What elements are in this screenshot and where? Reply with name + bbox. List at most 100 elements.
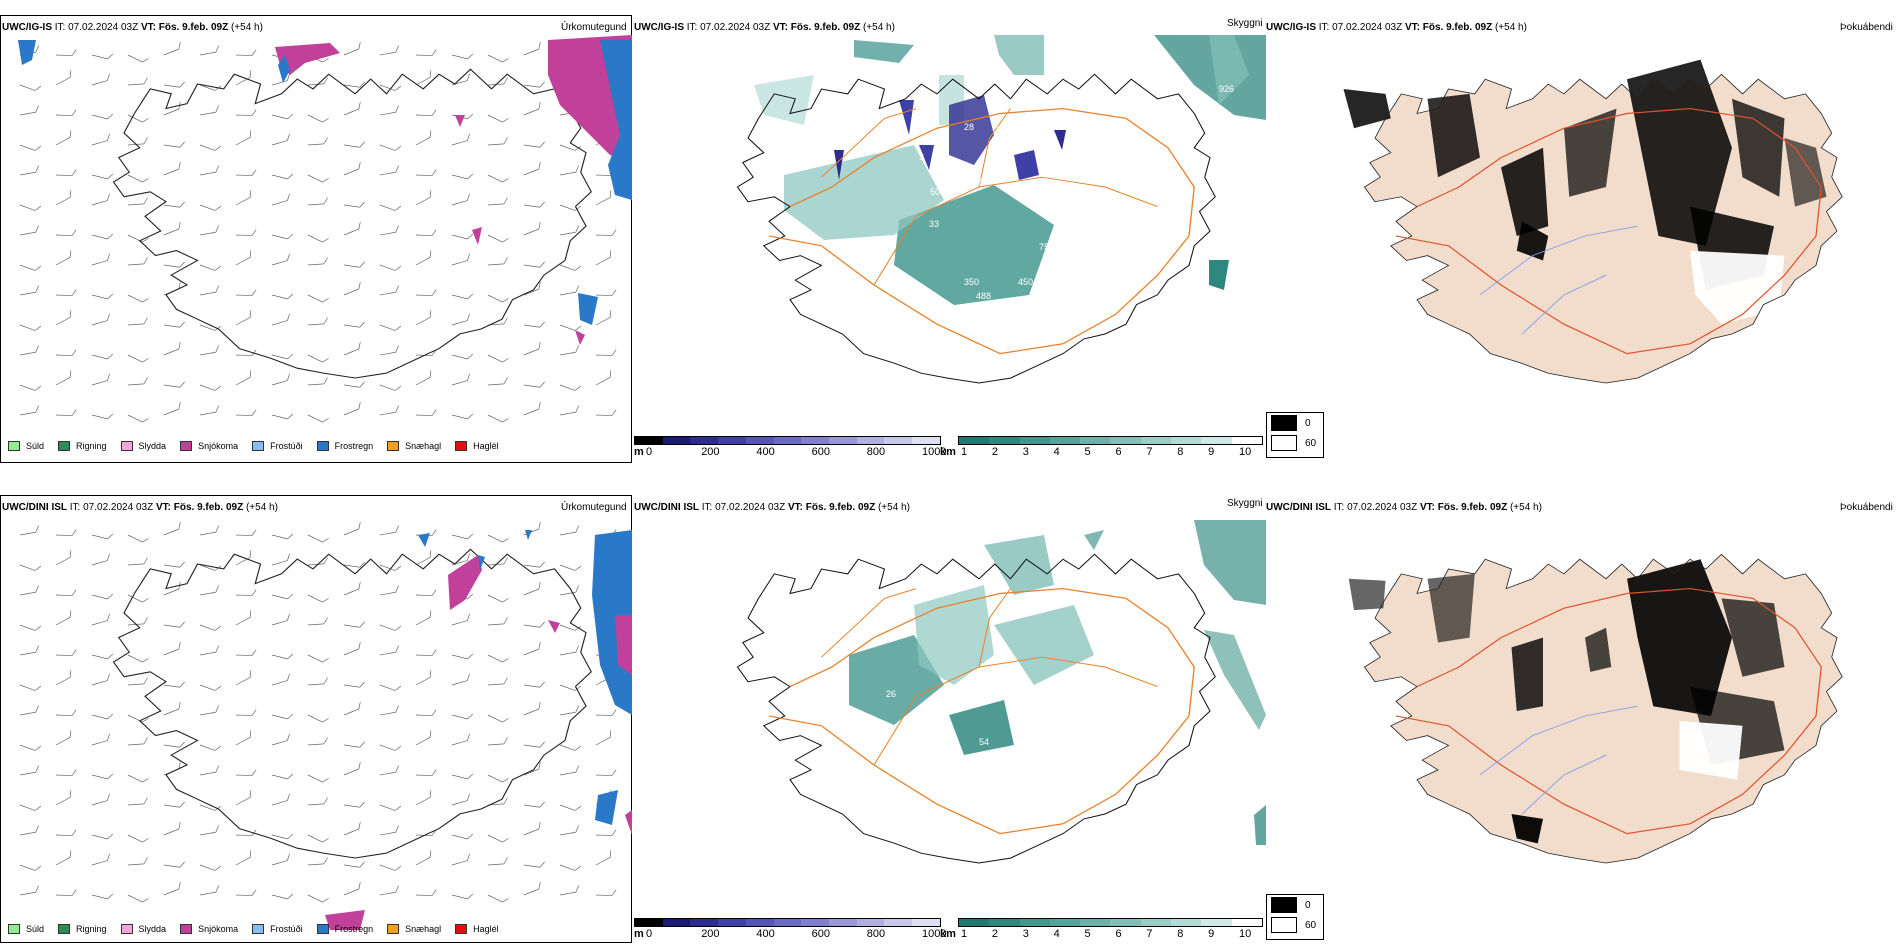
wind-barb [91, 773, 114, 780]
colorbar-cell [718, 437, 746, 444]
colorbar-tick: 3 [1022, 928, 1029, 940]
wind-barb [559, 885, 579, 896]
panel-title: Þokuábendi [1840, 22, 1893, 33]
wind-barb [55, 589, 77, 596]
wind-barb [343, 681, 365, 688]
wind-barb [163, 401, 181, 416]
wind-barb [91, 173, 114, 180]
road [821, 108, 917, 178]
wind-barb [343, 621, 365, 628]
fog-rivers-roads [1395, 588, 1822, 835]
wind-barb [595, 190, 612, 206]
road [1395, 108, 1822, 355]
wind-barb [343, 701, 361, 716]
wind-barb [559, 645, 579, 656]
panel-title: Skyggni [1227, 18, 1263, 29]
precip-type-legend: Súld Rigning Slydda Snjókoma Frostúði Frostre… [0, 918, 630, 940]
wind-barb [55, 229, 77, 236]
wind-barb [559, 564, 582, 571]
wind-barb [487, 654, 509, 663]
wind-barb [271, 313, 290, 326]
colorbar-cell [718, 919, 746, 926]
valid-time: VT: Fös. 9.feb. 09Z [1419, 502, 1508, 513]
road [768, 107, 1195, 355]
wind-barb [163, 681, 185, 688]
wind-barb [127, 774, 149, 783]
wind-barb [559, 525, 579, 536]
wind-barb [19, 384, 42, 391]
wind-barb [343, 41, 361, 56]
wind-barb [199, 405, 219, 416]
wind-barb [127, 257, 148, 266]
wind-barb [163, 141, 185, 148]
row-1: UWC/IG-IS IT: 07.02.2024 03Z VT: Fös. 9.… [0, 0, 1900, 470]
wind-barb [199, 45, 219, 56]
wind-barb [379, 864, 402, 871]
legend-swatch [8, 441, 20, 451]
wind-barb [523, 221, 541, 236]
wind-barb [163, 521, 181, 536]
wind-barb [415, 589, 437, 596]
legend-label: Snæhagl [405, 441, 442, 451]
wind-barb [307, 834, 329, 843]
fog-legend-label: 0 [1305, 417, 1311, 429]
colorbar-tick: 2 [991, 928, 998, 940]
wind-barb [199, 765, 219, 776]
wind-barb [127, 197, 148, 206]
wind-barb [487, 857, 508, 866]
wind-barb [55, 409, 77, 416]
wind-barb [199, 384, 222, 391]
colorbar-tick: 7 [1146, 446, 1153, 458]
map-frame [0, 15, 632, 463]
vis-label: 350 [964, 277, 979, 287]
wind-barb [19, 225, 39, 236]
vis-label: 31 [994, 125, 1004, 135]
colorbar-tick: 400 [756, 928, 775, 940]
wind-barb [199, 165, 219, 176]
visibility-colorbar [958, 436, 1263, 445]
wind-barb [163, 821, 181, 836]
wind-barb [595, 349, 617, 356]
cloudbase-cells [634, 918, 941, 927]
wind-barb [19, 264, 42, 271]
legend-item: Snæhagl [387, 441, 441, 451]
colorbar-cell [1110, 437, 1141, 444]
colorbar-cell [912, 437, 940, 444]
wind-barb [91, 893, 114, 900]
road-network [768, 587, 1195, 835]
colorbar-cell [1171, 919, 1202, 926]
wind-barb [343, 101, 361, 116]
legend-label: Súld [26, 441, 45, 451]
wind-barb [523, 401, 541, 416]
legend-swatch [316, 924, 329, 934]
colorbar-cell [1201, 919, 1232, 926]
wind-barb [451, 173, 474, 180]
legend-swatch [387, 924, 400, 934]
wind-barb [415, 370, 432, 386]
fog-legend-item: 60 [1267, 433, 1323, 453]
wind-barb [127, 857, 148, 866]
wind-barb [19, 405, 39, 416]
wind-barb [415, 649, 437, 656]
wind-barb [379, 825, 399, 836]
wind-barb [379, 645, 399, 656]
river [1479, 705, 1638, 776]
wind-barb [415, 730, 432, 746]
fog-legend-label: 0 [1305, 899, 1311, 911]
legend-item: Slydda [120, 924, 166, 934]
wind-barb [415, 190, 432, 206]
wind-barb [91, 373, 110, 386]
fog-rivers-roads [1395, 108, 1822, 355]
wind-barb [235, 370, 252, 386]
wind-barb [271, 353, 294, 360]
wind-barb [343, 581, 361, 596]
iceland-outline [112, 548, 592, 859]
wind-barb [343, 641, 361, 656]
wind-barb [379, 384, 402, 391]
wind-barb [379, 684, 402, 691]
lead-time: (+54 h) [228, 22, 263, 33]
wind-barb [235, 250, 252, 266]
panel-title: Úrkomutegund [561, 502, 627, 513]
wind-barb [199, 285, 219, 296]
wind-barb [235, 889, 257, 896]
